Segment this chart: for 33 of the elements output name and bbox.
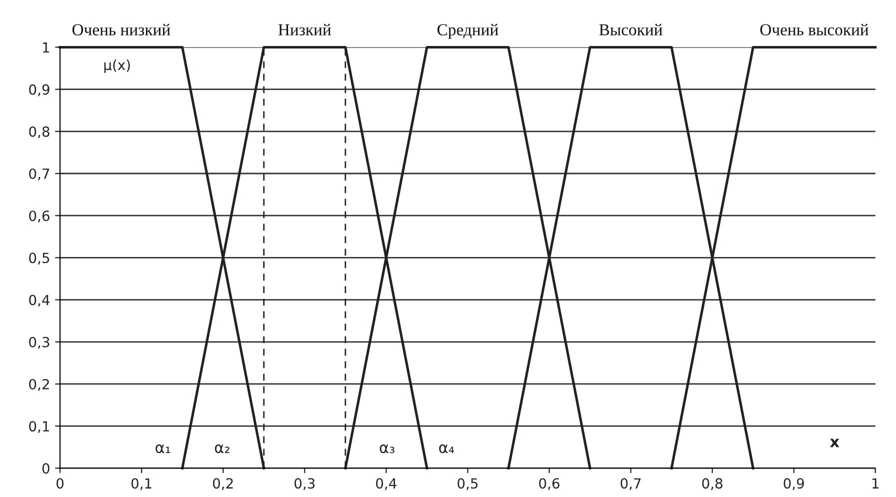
annotation: α₃ bbox=[380, 444, 394, 454]
x-axis-title: x bbox=[830, 438, 840, 448]
y-tick-label: 0,7 bbox=[29, 168, 50, 180]
annotation: α₄ bbox=[439, 444, 454, 454]
x-tick-label: 0,8 bbox=[702, 478, 722, 490]
x-tick-label: 0,2 bbox=[212, 478, 233, 490]
y-tick-label: 0,2 bbox=[29, 378, 49, 391]
x-tick-label: 0 bbox=[56, 478, 64, 489]
y-tick-label: 0,9 bbox=[29, 84, 50, 96]
y-tick-label: 1 bbox=[43, 42, 50, 52]
y-tick-label: 0,8 bbox=[29, 126, 50, 138]
x-tick-label: 1 bbox=[872, 478, 879, 488]
x-tick-label: 0,4 bbox=[376, 478, 396, 490]
y-axis-title: μ(x) bbox=[104, 59, 130, 73]
annotation: α₂ bbox=[214, 444, 230, 454]
y-tick-label: 0,3 bbox=[29, 336, 50, 349]
x-tick-label: 0,9 bbox=[784, 478, 804, 490]
y-tick-label: 0,6 bbox=[29, 210, 50, 222]
annotation: α₁ bbox=[156, 444, 170, 454]
y-tick-label: 0,4 bbox=[29, 294, 50, 307]
x-tick-label: 0,6 bbox=[539, 478, 560, 490]
series-label: Очень высокий bbox=[760, 24, 868, 36]
series-label: Высокий bbox=[599, 24, 662, 36]
y-tick-label: 0 bbox=[42, 463, 50, 474]
series-label: Средний bbox=[437, 24, 498, 39]
series-label: Низкий bbox=[278, 24, 331, 36]
y-tick-label: 0,1 bbox=[29, 421, 50, 433]
y-tick-label: 0,5 bbox=[29, 252, 50, 265]
x-tick-label: 0,7 bbox=[620, 478, 641, 490]
x-tick-label: 0,1 bbox=[131, 478, 152, 490]
x-tick-label: 0,5 bbox=[458, 478, 478, 490]
x-tick-label: 0,3 bbox=[294, 478, 315, 490]
series-label: Очень низкий bbox=[72, 24, 170, 36]
